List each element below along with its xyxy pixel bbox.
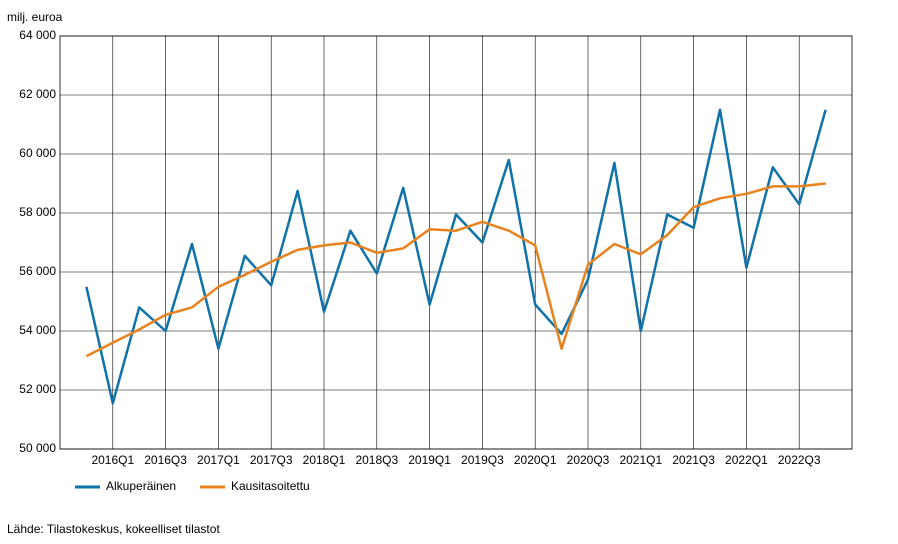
x-tick-label: 2020Q3 xyxy=(567,453,610,467)
x-tick-label: 2019Q3 xyxy=(461,453,504,467)
y-axis-label: milj. euroa xyxy=(7,10,63,24)
plot-frame xyxy=(59,35,853,450)
y-tick-label: 64 000 xyxy=(19,28,56,42)
x-tick-label: 2022Q1 xyxy=(725,453,768,467)
x-tick-label: 2017Q1 xyxy=(197,453,240,467)
legend-label: Alkuperäinen xyxy=(106,479,176,493)
y-tick-label: 50 000 xyxy=(19,441,56,455)
x-tick-label: 2020Q1 xyxy=(514,453,557,467)
y-tick-label: 58 000 xyxy=(19,205,56,219)
y-tick-label: 60 000 xyxy=(19,146,56,160)
y-tick-label: 62 000 xyxy=(19,87,56,101)
source: Lähde: Tilastokeskus, kokeelliset tilast… xyxy=(7,522,220,536)
y-tick-label: 52 000 xyxy=(19,382,56,396)
x-tick-label: 2017Q3 xyxy=(250,453,293,467)
x-tick-label: 2016Q1 xyxy=(91,453,134,467)
x-tick-label: 2019Q1 xyxy=(408,453,451,467)
x-tick-label: 2018Q1 xyxy=(303,453,346,467)
x-tick-label: 2016Q3 xyxy=(144,453,187,467)
series-line xyxy=(85,182,826,358)
y-tick-label: 56 000 xyxy=(19,264,56,278)
x-tick-label: 2021Q1 xyxy=(619,453,662,467)
x-tick-label: 2022Q3 xyxy=(778,453,821,467)
legend-label: Kausitasoitettu xyxy=(231,479,310,493)
y-tick-label: 54 000 xyxy=(19,323,56,337)
x-tick-label: 2021Q3 xyxy=(672,453,715,467)
series-line xyxy=(85,108,827,405)
x-tick-label: 2018Q3 xyxy=(355,453,398,467)
